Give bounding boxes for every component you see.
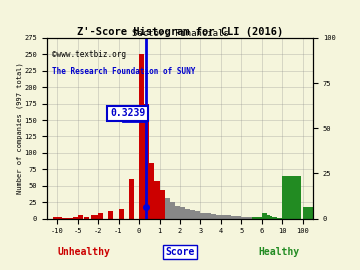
Bar bbox=[170, 202, 175, 219]
Bar bbox=[139, 54, 144, 219]
Bar bbox=[180, 207, 185, 219]
Bar bbox=[293, 211, 301, 219]
Bar bbox=[277, 218, 283, 219]
Bar bbox=[257, 217, 262, 219]
Bar bbox=[149, 163, 154, 219]
Bar bbox=[77, 215, 83, 219]
Bar bbox=[211, 214, 216, 219]
Bar bbox=[73, 217, 78, 219]
Bar bbox=[154, 181, 159, 219]
Text: Healthy: Healthy bbox=[258, 247, 299, 257]
Bar bbox=[91, 215, 96, 219]
Bar bbox=[108, 211, 113, 219]
Bar bbox=[129, 179, 134, 219]
Bar bbox=[206, 214, 211, 219]
Bar bbox=[267, 216, 272, 219]
Bar bbox=[95, 215, 100, 219]
Bar bbox=[303, 207, 313, 219]
Bar bbox=[195, 211, 201, 219]
Text: Sector: Financials: Sector: Financials bbox=[132, 29, 228, 38]
Bar bbox=[118, 209, 123, 219]
Bar bbox=[247, 217, 252, 219]
Bar bbox=[226, 215, 231, 219]
Y-axis label: Number of companies (997 total): Number of companies (997 total) bbox=[17, 62, 23, 194]
Bar bbox=[231, 216, 237, 219]
Bar bbox=[144, 104, 149, 219]
Bar bbox=[283, 176, 301, 219]
Bar bbox=[57, 217, 62, 219]
Bar bbox=[61, 218, 66, 219]
Bar bbox=[270, 217, 275, 219]
Bar bbox=[69, 218, 75, 219]
Bar bbox=[216, 215, 221, 219]
Bar bbox=[98, 213, 103, 219]
Text: 0.3239: 0.3239 bbox=[110, 109, 145, 119]
Text: Score: Score bbox=[165, 247, 195, 257]
Bar bbox=[262, 214, 267, 219]
Text: Unhealthy: Unhealthy bbox=[58, 247, 111, 257]
Bar bbox=[190, 210, 195, 219]
Bar bbox=[185, 209, 190, 219]
Bar bbox=[165, 198, 170, 219]
Bar bbox=[237, 216, 242, 219]
Bar bbox=[221, 215, 226, 219]
Bar bbox=[65, 218, 70, 219]
Title: Z'-Score Histogram for CLI (2016): Z'-Score Histogram for CLI (2016) bbox=[77, 27, 283, 37]
Bar bbox=[242, 217, 247, 219]
Bar bbox=[201, 213, 206, 219]
Bar bbox=[84, 217, 90, 219]
Text: The Research Foundation of SUNY: The Research Foundation of SUNY bbox=[52, 67, 195, 76]
Text: ©www.textbiz.org: ©www.textbiz.org bbox=[52, 50, 126, 59]
Bar bbox=[275, 218, 280, 219]
Bar bbox=[159, 190, 165, 219]
Bar bbox=[272, 217, 277, 219]
Bar bbox=[175, 205, 180, 219]
Bar bbox=[53, 217, 58, 219]
Bar bbox=[265, 215, 270, 219]
Bar bbox=[252, 217, 257, 219]
